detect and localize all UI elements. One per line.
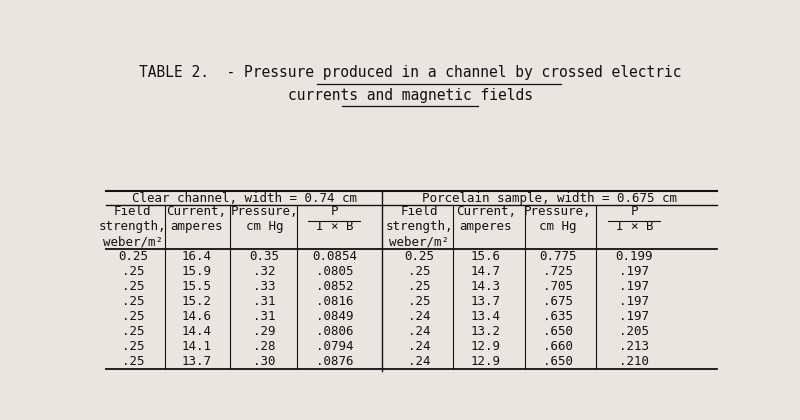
Text: .660: .660 (542, 340, 573, 353)
Text: .24: .24 (408, 340, 430, 353)
Text: 15.6: 15.6 (470, 249, 501, 262)
Text: 0.775: 0.775 (539, 249, 576, 262)
Text: .29: .29 (253, 325, 275, 338)
Text: .24: .24 (408, 355, 430, 368)
Text: .197: .197 (619, 295, 650, 308)
Text: 14.1: 14.1 (181, 340, 211, 353)
Text: .0876: .0876 (316, 355, 353, 368)
Text: .33: .33 (253, 280, 275, 293)
Text: .0806: .0806 (316, 325, 353, 338)
Text: 14.6: 14.6 (181, 310, 211, 323)
Text: .650: .650 (542, 325, 573, 338)
Text: Field: Field (401, 205, 438, 218)
Text: .0852: .0852 (316, 280, 353, 293)
Text: cm Hg: cm Hg (246, 220, 283, 234)
Text: .705: .705 (542, 280, 573, 293)
Text: 0.25: 0.25 (404, 249, 434, 262)
Text: 0.35: 0.35 (250, 249, 279, 262)
Text: .635: .635 (542, 310, 573, 323)
Text: currents and magnetic fields: currents and magnetic fields (287, 88, 533, 102)
Text: I × B: I × B (616, 220, 653, 234)
Text: 15.5: 15.5 (181, 280, 211, 293)
Text: 13.7: 13.7 (470, 295, 501, 308)
Text: P: P (330, 205, 338, 218)
Text: Field: Field (114, 205, 152, 218)
Text: .28: .28 (253, 340, 275, 353)
Text: .0805: .0805 (316, 265, 353, 278)
Text: 12.9: 12.9 (470, 340, 501, 353)
Text: .675: .675 (542, 295, 573, 308)
Text: strength,: strength, (386, 220, 453, 234)
Text: .32: .32 (253, 265, 275, 278)
Text: .210: .210 (619, 355, 650, 368)
Text: 14.7: 14.7 (470, 265, 501, 278)
Text: .31: .31 (253, 310, 275, 323)
Text: amperes: amperes (170, 220, 222, 234)
Text: P: P (630, 205, 638, 218)
Text: .213: .213 (619, 340, 650, 353)
Text: amperes: amperes (459, 220, 512, 234)
Text: .30: .30 (253, 355, 275, 368)
Text: .24: .24 (408, 325, 430, 338)
Text: .0849: .0849 (316, 310, 353, 323)
Text: 12.9: 12.9 (470, 355, 501, 368)
Text: 14.3: 14.3 (470, 280, 501, 293)
Text: .25: .25 (408, 280, 430, 293)
Text: Pressure,: Pressure, (230, 205, 298, 218)
Text: .25: .25 (408, 295, 430, 308)
Text: .0794: .0794 (316, 340, 353, 353)
Text: .25: .25 (122, 295, 144, 308)
Text: .25: .25 (122, 325, 144, 338)
Text: 15.9: 15.9 (181, 265, 211, 278)
Text: Pressure,: Pressure, (524, 205, 591, 218)
Text: 0.25: 0.25 (118, 249, 148, 262)
Text: .197: .197 (619, 280, 650, 293)
Text: 13.2: 13.2 (470, 325, 501, 338)
Text: Clear channel, width = 0.74 cm: Clear channel, width = 0.74 cm (132, 192, 357, 205)
Text: 14.4: 14.4 (181, 325, 211, 338)
Text: .205: .205 (619, 325, 650, 338)
Text: .725: .725 (542, 265, 573, 278)
Text: strength,: strength, (99, 220, 166, 234)
Text: .0816: .0816 (316, 295, 353, 308)
Text: .197: .197 (619, 265, 650, 278)
Text: 0.199: 0.199 (616, 249, 653, 262)
Text: .25: .25 (122, 340, 144, 353)
Text: Current,: Current, (166, 205, 226, 218)
Text: .25: .25 (122, 280, 144, 293)
Text: Current,: Current, (456, 205, 516, 218)
Text: .25: .25 (122, 355, 144, 368)
Text: Porcelain sample, width = 0.675 cm: Porcelain sample, width = 0.675 cm (422, 192, 677, 205)
Text: 13.4: 13.4 (470, 310, 501, 323)
Text: .25: .25 (122, 265, 144, 278)
Text: .197: .197 (619, 310, 650, 323)
Text: weber/m²: weber/m² (390, 236, 450, 249)
Text: .25: .25 (408, 265, 430, 278)
Text: I × B: I × B (316, 220, 353, 234)
Text: cm Hg: cm Hg (539, 220, 576, 234)
Text: .650: .650 (542, 355, 573, 368)
Text: .25: .25 (122, 310, 144, 323)
Text: .24: .24 (408, 310, 430, 323)
Text: 13.7: 13.7 (181, 355, 211, 368)
Text: weber/m²: weber/m² (103, 236, 163, 249)
Text: 0.0854: 0.0854 (312, 249, 357, 262)
Text: .31: .31 (253, 295, 275, 308)
Text: 15.2: 15.2 (181, 295, 211, 308)
Text: TABLE 2.  - Pressure produced in a channel by crossed electric: TABLE 2. - Pressure produced in a channe… (138, 65, 682, 80)
Text: 16.4: 16.4 (181, 249, 211, 262)
